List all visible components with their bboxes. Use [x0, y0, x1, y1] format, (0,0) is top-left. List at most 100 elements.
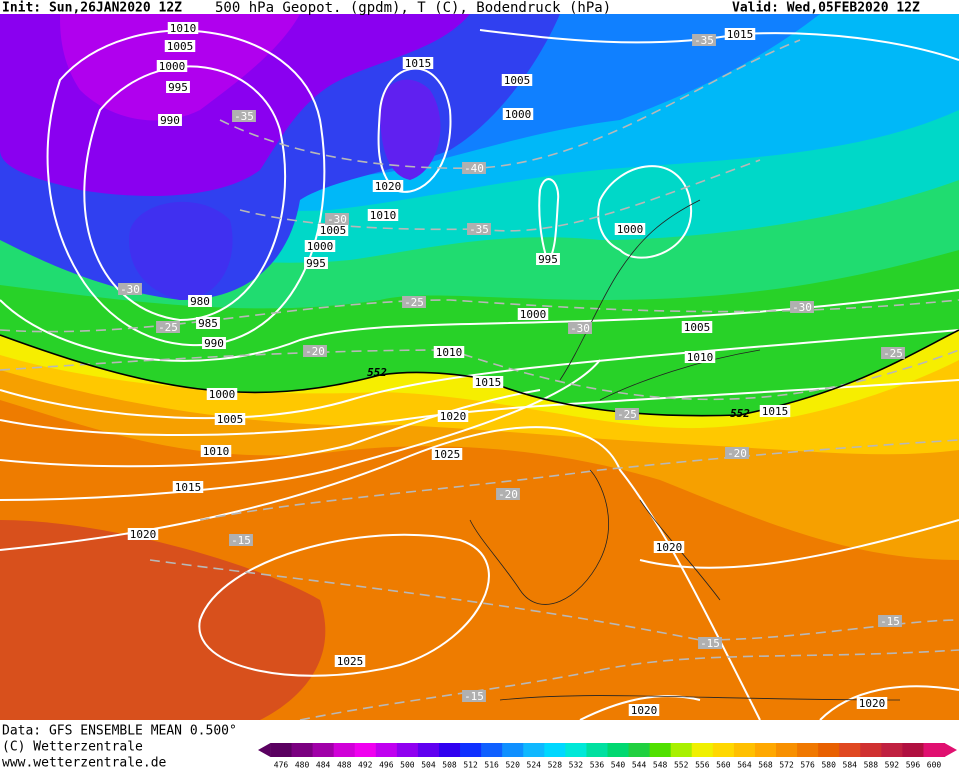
- isobar-label: 1015: [472, 376, 504, 389]
- temperature-label-box: [402, 296, 426, 308]
- temperature-label-text: -40: [464, 162, 484, 175]
- isobar-label-text: 1005: [320, 224, 347, 237]
- colorbar-cell: [438, 743, 461, 757]
- colorbar-cell: [333, 743, 356, 757]
- isobar-label-box: [206, 388, 238, 400]
- colorbar-tick-label: 572: [779, 761, 794, 770]
- temperature-label: -25: [615, 408, 639, 421]
- colorbar-tick-label: 496: [379, 761, 394, 770]
- isobar-label-text: 1005: [684, 321, 711, 334]
- colorbar-tick-label: 492: [358, 761, 373, 770]
- temperature-label: -30: [790, 301, 814, 314]
- colorbar-tick-label: 560: [716, 761, 731, 770]
- temperature-label: -20: [303, 345, 327, 358]
- colorbar-tick-label: 488: [337, 761, 352, 770]
- isobar-label-text: 1015: [475, 376, 502, 389]
- colorbar-tick-label: 520: [505, 761, 520, 770]
- isobar-label-text: 1010: [170, 22, 197, 35]
- isobar-label-text: 995: [538, 253, 558, 266]
- isobar-label: 1000: [304, 240, 336, 253]
- colorbar-cell: [776, 743, 798, 757]
- isobar-label: 995: [304, 257, 328, 270]
- temperature-label-text: -30: [570, 322, 590, 335]
- isobar-label-text: 980: [190, 295, 210, 308]
- colorbar-tick-label: 592: [885, 761, 900, 770]
- geopotential-label: 552: [730, 407, 750, 420]
- isobar-label-box: [856, 697, 888, 709]
- isobar-label-box: [681, 321, 713, 333]
- colorbar-tick-label: 584: [843, 761, 858, 770]
- isobar-label: 1000: [156, 60, 188, 73]
- temperature-label-text: -35: [694, 34, 714, 47]
- isobar-label-text: 995: [168, 81, 188, 94]
- isobar-label-text: 1025: [434, 448, 461, 461]
- isobar-label-text: 990: [160, 114, 180, 127]
- colorbar-cell: [417, 743, 440, 757]
- temperature-label-text: -35: [469, 223, 489, 236]
- colorbar-tick-label: 540: [611, 761, 626, 770]
- temperature-label-box: [698, 637, 722, 649]
- temperature-label-text: -30: [327, 213, 347, 226]
- isobar-label: 1015: [172, 481, 204, 494]
- isobar-label-box: [166, 81, 190, 93]
- isobar-label-text: 995: [306, 257, 326, 270]
- isobar-label: 1010: [367, 209, 399, 222]
- colorbar-tick-label: 548: [653, 761, 668, 770]
- colorbar-cell: [712, 743, 735, 757]
- colorbar-cell: [544, 743, 566, 757]
- isobar-label: 1005: [501, 74, 533, 87]
- isobar-label-box: [164, 40, 196, 52]
- isobar-label-box: [158, 114, 182, 126]
- temperature-label: -35: [692, 34, 716, 47]
- colorbar-cell: [881, 743, 903, 757]
- isobar-label: 995: [536, 253, 560, 266]
- isobar-label-box: [653, 541, 685, 553]
- isobar-label-text: 1000: [505, 108, 532, 121]
- colorbar-cell: [354, 743, 377, 757]
- isobar-label: 1010: [684, 351, 716, 364]
- isobar-label-text: 1000: [307, 240, 334, 253]
- geopotential-label: 552: [367, 366, 387, 379]
- temperature-label-box: [325, 213, 349, 225]
- isobar-label-text: 1020: [859, 697, 886, 710]
- isobar-label-text: 1005: [504, 74, 531, 87]
- map-title: 500 hPa Geopot. (gpdm), T (C), Bodendruc…: [215, 0, 611, 16]
- isobar-label-box: [628, 704, 660, 716]
- isobar-label: 990: [202, 337, 226, 350]
- temperature-label-text: -25: [617, 408, 637, 421]
- colorbar-tick-label: 476: [274, 761, 289, 770]
- isobar-label-box: [502, 108, 534, 120]
- temperature-label: -35: [467, 223, 491, 236]
- isobar-label-box: [684, 351, 716, 363]
- temperature-label-box: [692, 34, 716, 46]
- isobar-label: 1025: [334, 655, 366, 668]
- temperature-label-text: -30: [792, 301, 812, 314]
- isobar-label-box: [214, 413, 246, 425]
- isobar-label-box: [517, 308, 549, 320]
- colorbar-tick-label: 500: [400, 761, 415, 770]
- temperature-label-text: -15: [231, 534, 251, 547]
- colorbar-arrow-left: [258, 743, 271, 757]
- temperature-label-box: [725, 447, 749, 459]
- isobar-label-box: [724, 28, 756, 40]
- isobar-label-box: [536, 253, 560, 265]
- temperature-label-box: [790, 301, 814, 313]
- colorbar-tick-label: 516: [484, 761, 499, 770]
- temperature-label-box: [615, 408, 639, 420]
- isobar-label-text: 1010: [370, 209, 397, 222]
- isobar-label-box: [437, 410, 469, 422]
- temperature-label-box: [118, 283, 142, 295]
- isobar-label-box: [167, 22, 199, 34]
- temperature-label-text: -30: [120, 283, 140, 296]
- isobar-label-text: 1020: [631, 704, 658, 717]
- temperature-label: -15: [698, 637, 722, 650]
- temperature-label: -30: [568, 322, 592, 335]
- copyright: (C) Wetterzentrale: [2, 740, 143, 755]
- temperature-label: -35: [232, 110, 256, 123]
- valid-time: Valid: Wed,05FEB2020 12Z: [732, 1, 920, 16]
- temperature-label-box: [462, 690, 486, 702]
- temperature-label-text: -20: [727, 447, 747, 460]
- website: www.wetterzentrale.de: [2, 756, 167, 770]
- isobar-label-box: [304, 257, 328, 269]
- isobar-label: 1025: [431, 448, 463, 461]
